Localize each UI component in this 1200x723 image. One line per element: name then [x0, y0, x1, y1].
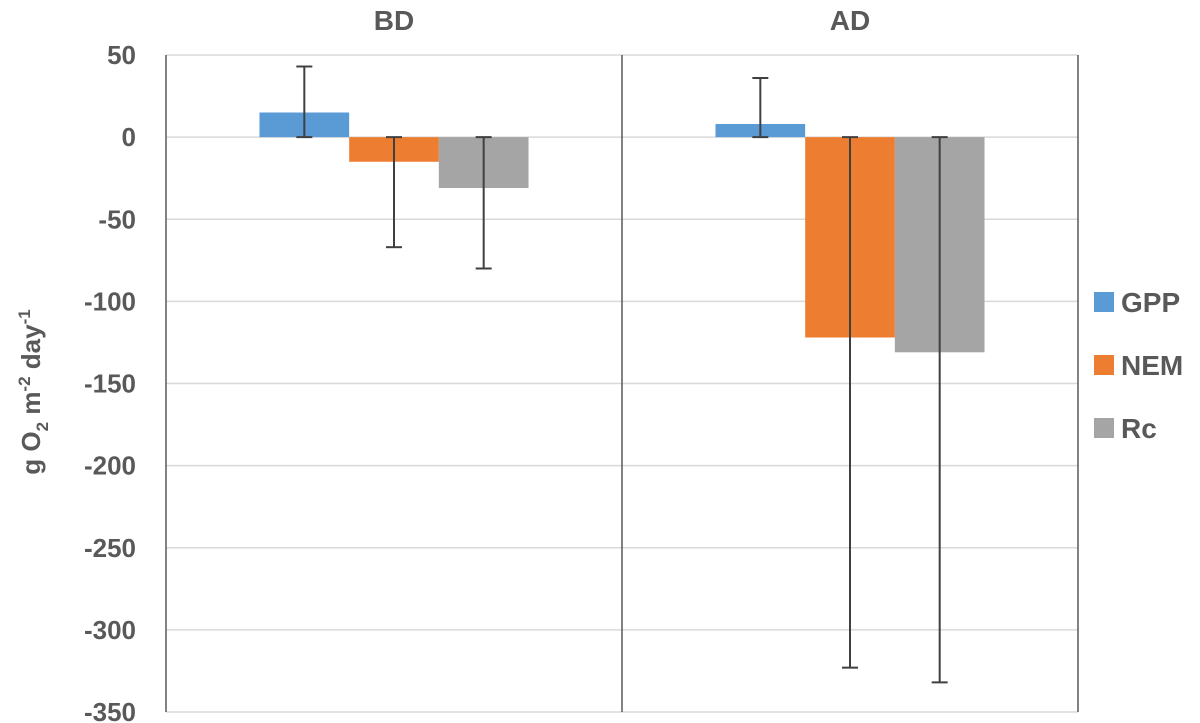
y-tick-label: -350	[84, 697, 136, 723]
y-tick-label: 50	[107, 40, 136, 70]
legend: GPP NEM Rc	[1094, 287, 1183, 444]
y-tick-label: -100	[84, 286, 136, 316]
legend-label-gpp: GPP	[1121, 287, 1180, 318]
legend-swatch-gpp	[1094, 292, 1114, 312]
y-tick-label: -200	[84, 451, 136, 481]
legend-label-rc: Rc	[1121, 413, 1157, 444]
error-bar-nem-bd	[386, 136, 402, 249]
y-tick-label: -300	[84, 615, 136, 645]
error-bar-gpp-bd	[296, 65, 313, 139]
legend-swatch-nem	[1094, 355, 1114, 375]
category-labels: BD AD	[374, 5, 870, 36]
legend-label-nem: NEM	[1121, 350, 1183, 381]
error-bar-nem-ad	[842, 136, 858, 669]
y-tick-labels: 50 0 -50 -100 -150 -200 -250 -300 -350	[84, 40, 136, 723]
category-label: BD	[374, 5, 414, 36]
y-axis-label: g O2 m-2 day-1	[15, 309, 52, 474]
error-bar-rc-bd	[475, 136, 492, 270]
error-bar-gpp-ad	[752, 76, 769, 139]
y-tick-label: 0	[122, 122, 136, 152]
legend-swatch-rc	[1094, 418, 1114, 438]
plot-frame	[165, 55, 1079, 712]
error-bars	[296, 65, 948, 684]
y-tick-label: -50	[98, 204, 136, 234]
category-label: AD	[830, 5, 870, 36]
error-bar-rc-ad	[931, 136, 948, 684]
y-tick-label: -150	[84, 369, 136, 399]
y-tick-label: -250	[84, 533, 136, 563]
